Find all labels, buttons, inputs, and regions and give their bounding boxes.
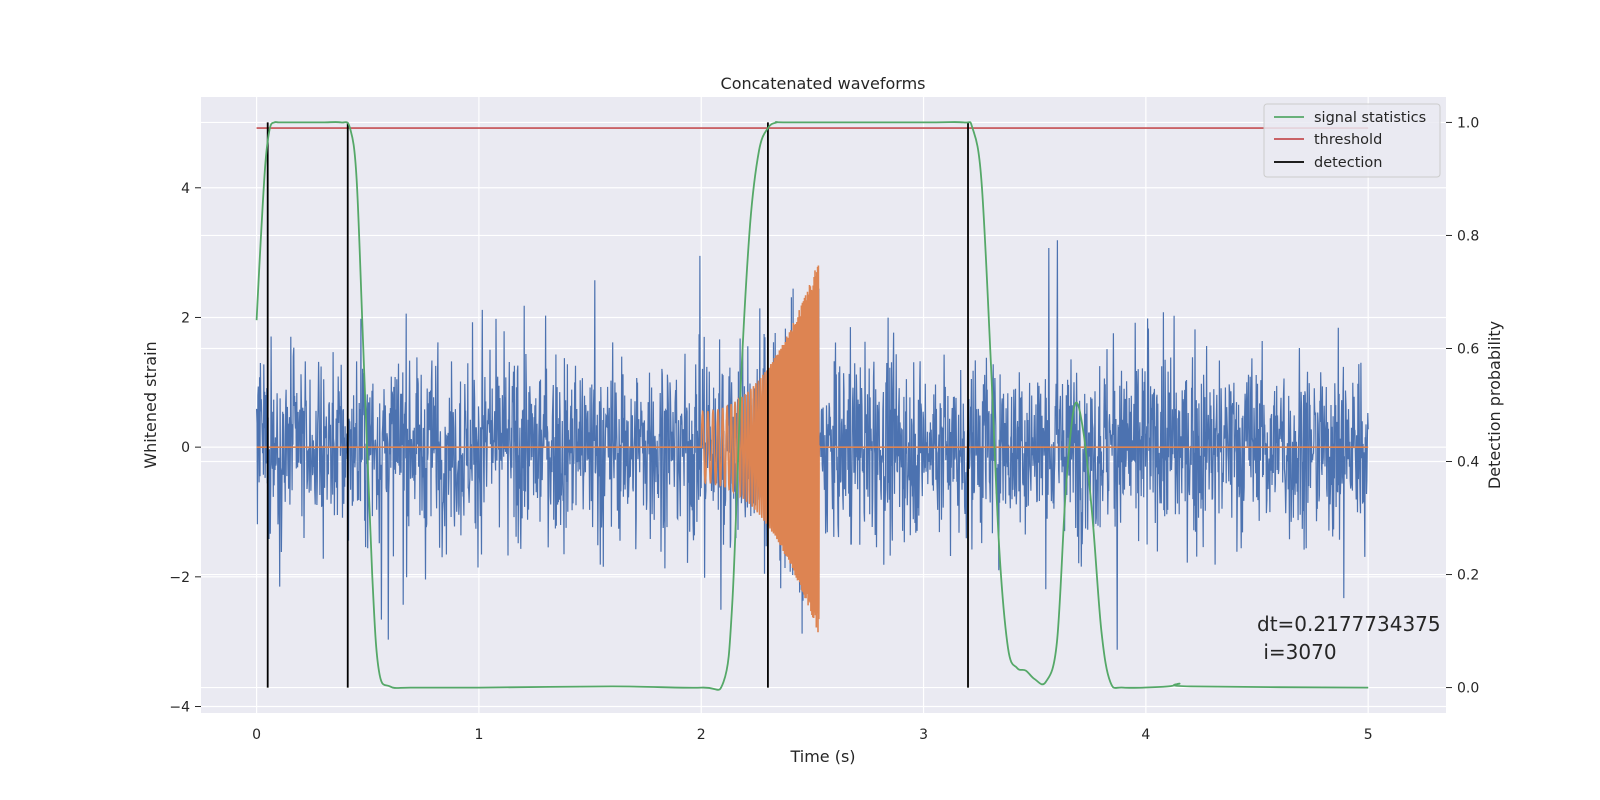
- y-tick-label-right: 0.2: [1457, 568, 1479, 584]
- legend-label-signal: signal statistics: [1314, 110, 1426, 126]
- y-tick-label-left: 4: [181, 181, 190, 197]
- x-tick-label: 1: [474, 727, 483, 743]
- y-tick-label-right: 0.6: [1457, 341, 1479, 357]
- x-tick-label: 2: [697, 727, 706, 743]
- y-tick-label-right: 0.8: [1457, 228, 1479, 244]
- y-tick-label-right: 1.0: [1457, 115, 1479, 131]
- legend-box: [1263, 103, 1441, 178]
- annotation-index: i=3070: [1257, 640, 1337, 664]
- x-axis-label: Time (s): [789, 747, 855, 766]
- ticks: 0 1 2 3 4 5 −4 −2 0 2 4 0.0 0.2 0.4 0.6 0.8 1.0: [169, 115, 1479, 743]
- legend: signal statistics threshold detection: [1263, 103, 1441, 178]
- chart-title: Concatenated waveforms: [721, 74, 926, 93]
- x-tick-label: 5: [1364, 727, 1373, 743]
- x-tick-label: 0: [252, 727, 261, 743]
- x-tick-label: 4: [1141, 727, 1150, 743]
- y-tick-label-left: −2: [169, 570, 190, 586]
- annotation-dt: dt=0.2177734375: [1257, 612, 1441, 636]
- series-template-waveform: [256, 265, 1369, 633]
- legend-label-detection: detection: [1314, 155, 1382, 171]
- y-axis-label-left: Whitened strain: [141, 341, 160, 468]
- y-tick-label-right: 0.4: [1457, 455, 1479, 471]
- y-tick-label-left: −4: [169, 700, 190, 716]
- y-tick-label-left: 2: [181, 310, 190, 326]
- x-tick-label: 3: [919, 727, 928, 743]
- y-tick-label-right: 0.0: [1457, 681, 1479, 697]
- legend-label-threshold: threshold: [1314, 132, 1382, 148]
- data-layer: [255, 121, 1369, 691]
- y-axis-label-right: Detection probability: [1485, 321, 1504, 489]
- series-signal-statistics: [255, 121, 1369, 691]
- y-tick-label-left: 0: [181, 440, 190, 456]
